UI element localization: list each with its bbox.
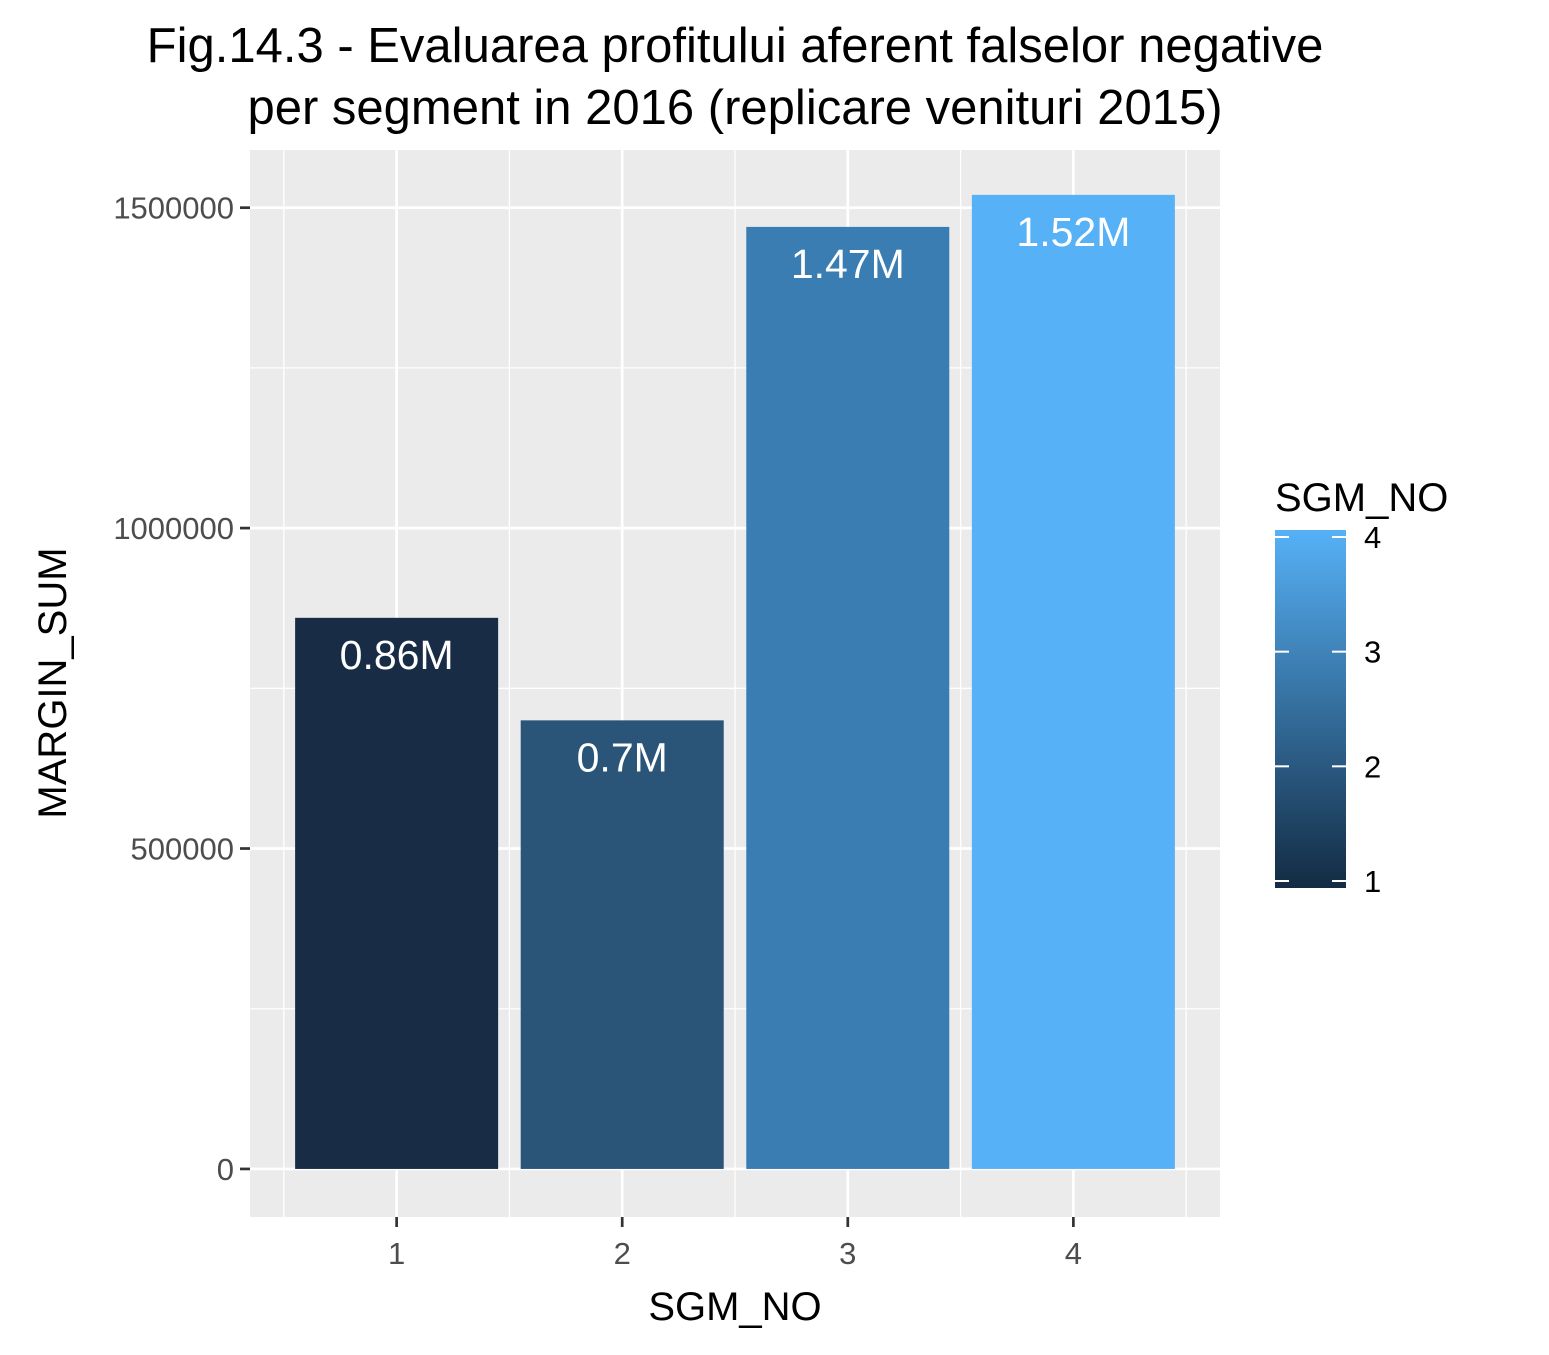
legend-title: SGM_NO	[1275, 476, 1448, 520]
legend-tick-label: 4	[1364, 520, 1381, 555]
data-label: 0.86M	[340, 632, 454, 678]
y-tick-label: 0	[217, 1152, 234, 1187]
legend-colorbar	[1275, 530, 1346, 888]
chart-title-line-2: per segment in 2016 (replicare venituri …	[247, 81, 1222, 135]
x-tick-label: 3	[839, 1236, 856, 1271]
y-tick-label: 1500000	[113, 191, 234, 226]
chart-title-line-1: Fig.14.3 - Evaluarea profitului aferent …	[147, 19, 1324, 73]
bar-segment-4	[971, 194, 1175, 1169]
legend-tick-label: 3	[1364, 635, 1381, 670]
bar-segment-3	[746, 226, 950, 1169]
bar-segment-2	[520, 720, 724, 1169]
x-tick-label: 2	[614, 1236, 631, 1271]
legend-tick-label: 1	[1364, 864, 1381, 899]
y-tick-label: 1000000	[113, 511, 234, 546]
data-label: 1.47M	[791, 241, 905, 287]
x-tick-label: 1	[388, 1236, 405, 1271]
y-tick-label: 500000	[131, 832, 234, 867]
x-axis-title: SGM_NO	[648, 1285, 821, 1329]
x-tick-label: 4	[1065, 1236, 1082, 1271]
y-axis-title: MARGIN_SUM	[31, 547, 75, 818]
legend-tick-label: 2	[1364, 749, 1381, 784]
bar-segment-1	[295, 617, 499, 1169]
data-label: 1.52M	[1016, 209, 1130, 255]
data-label: 0.7M	[577, 734, 668, 780]
